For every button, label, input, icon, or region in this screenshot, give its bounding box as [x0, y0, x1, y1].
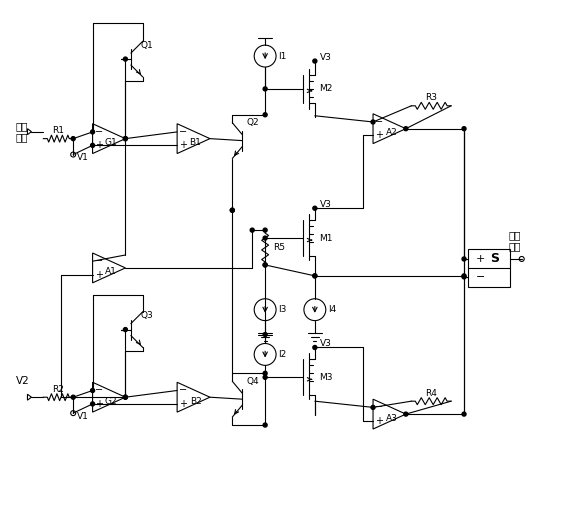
Circle shape: [124, 328, 127, 332]
Text: −: −: [94, 385, 103, 395]
Text: V3: V3: [320, 339, 332, 348]
Text: −: −: [179, 127, 187, 137]
Text: A1: A1: [105, 267, 117, 276]
Text: M3: M3: [319, 373, 332, 382]
Text: Q4: Q4: [246, 377, 259, 386]
Text: I1: I1: [278, 52, 287, 61]
Text: +: +: [375, 416, 383, 426]
Circle shape: [124, 395, 127, 399]
Text: R4: R4: [425, 389, 437, 398]
Text: G2: G2: [105, 397, 117, 406]
Text: 输出: 输出: [509, 230, 521, 240]
Circle shape: [91, 388, 95, 392]
Circle shape: [313, 345, 317, 349]
Text: +: +: [476, 254, 486, 264]
Circle shape: [263, 87, 267, 91]
Text: V3: V3: [320, 200, 332, 209]
Text: 信号: 信号: [16, 121, 28, 131]
Text: +: +: [375, 130, 383, 140]
Text: M2: M2: [319, 84, 332, 93]
Text: G1: G1: [105, 138, 117, 147]
Text: +: +: [95, 140, 102, 150]
Text: R1: R1: [52, 126, 64, 135]
Circle shape: [462, 274, 466, 278]
Circle shape: [313, 206, 317, 210]
Circle shape: [313, 274, 317, 278]
Text: V1: V1: [77, 153, 89, 162]
Text: +: +: [95, 270, 102, 280]
Text: B2: B2: [190, 397, 201, 406]
Text: A2: A2: [386, 128, 397, 137]
Text: V1: V1: [77, 412, 89, 421]
Text: R5: R5: [273, 243, 285, 252]
Circle shape: [91, 130, 95, 134]
Circle shape: [124, 395, 127, 399]
Text: V3: V3: [320, 53, 332, 62]
Text: −: −: [375, 117, 383, 127]
Circle shape: [124, 137, 127, 140]
Circle shape: [404, 127, 408, 131]
Circle shape: [263, 228, 267, 232]
Text: M1: M1: [319, 234, 332, 242]
Circle shape: [230, 208, 234, 212]
Text: V2: V2: [16, 376, 29, 386]
Text: −: −: [375, 402, 383, 413]
Text: 输入: 输入: [16, 133, 28, 142]
Text: +: +: [179, 399, 187, 409]
Circle shape: [250, 228, 254, 232]
Bar: [468, 249, 510, 287]
Text: I3: I3: [278, 305, 287, 314]
Text: −: −: [94, 127, 103, 137]
Circle shape: [371, 406, 375, 410]
Circle shape: [263, 263, 267, 267]
Circle shape: [263, 236, 267, 240]
Text: +: +: [95, 399, 102, 409]
Circle shape: [313, 59, 317, 63]
Text: +: +: [179, 140, 187, 150]
Circle shape: [313, 274, 317, 278]
Text: Q1: Q1: [140, 40, 153, 49]
Circle shape: [462, 127, 466, 131]
Text: −: −: [179, 385, 187, 395]
Circle shape: [71, 137, 75, 140]
Text: 信号: 信号: [509, 241, 521, 251]
Circle shape: [263, 263, 267, 267]
Text: I2: I2: [278, 350, 286, 359]
Circle shape: [263, 113, 267, 117]
Text: A3: A3: [386, 414, 397, 423]
Circle shape: [71, 395, 75, 399]
Text: −: −: [476, 272, 486, 282]
Circle shape: [124, 57, 127, 61]
Text: Q2: Q2: [246, 118, 259, 127]
Text: Q3: Q3: [140, 311, 153, 320]
Text: S: S: [490, 252, 499, 266]
Text: R2: R2: [53, 385, 64, 394]
Circle shape: [263, 333, 267, 336]
Circle shape: [263, 375, 267, 379]
Text: R3: R3: [425, 93, 437, 103]
Text: I4: I4: [328, 305, 336, 314]
Circle shape: [404, 412, 408, 416]
Circle shape: [91, 143, 95, 147]
Circle shape: [263, 423, 267, 427]
Circle shape: [124, 137, 127, 140]
Text: −: −: [94, 256, 103, 266]
Circle shape: [462, 275, 466, 279]
Circle shape: [462, 257, 466, 261]
Circle shape: [263, 371, 267, 375]
Circle shape: [230, 208, 234, 212]
Circle shape: [371, 120, 375, 124]
Text: B1: B1: [190, 138, 202, 147]
Circle shape: [462, 412, 466, 416]
Circle shape: [91, 402, 95, 406]
